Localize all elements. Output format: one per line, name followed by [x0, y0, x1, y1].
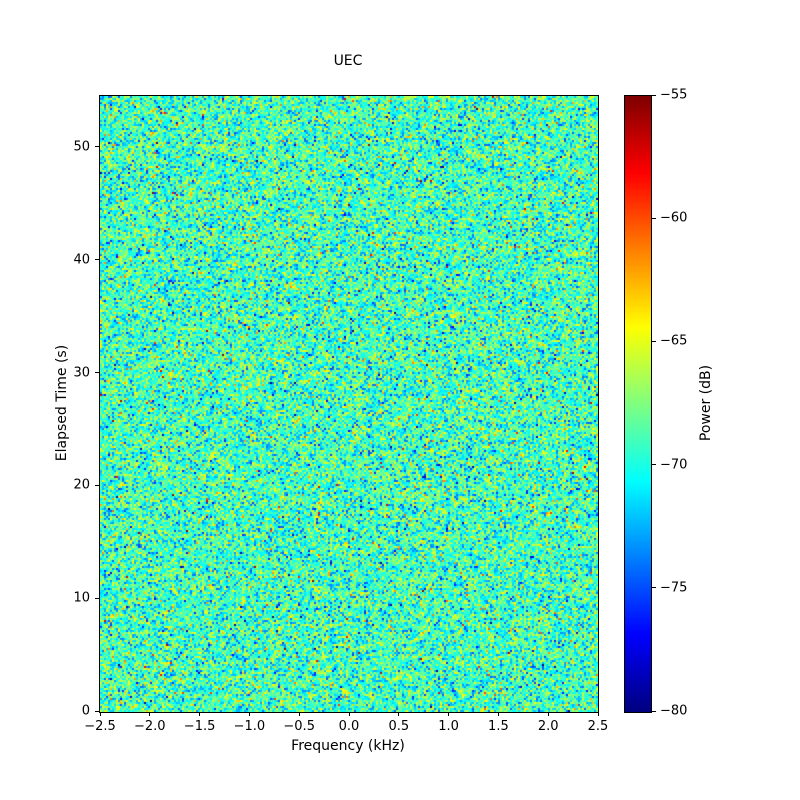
y-tick-label: 50 [73, 139, 90, 155]
colorbar-tick-mark [652, 217, 656, 219]
y-axis-label: Elapsed Time (s) [54, 344, 70, 462]
colorbar-tick-label: −60 [660, 210, 688, 226]
x-tick-mark [199, 712, 201, 716]
x-tick-label: 0.0 [338, 719, 360, 734]
colorbar-tick-label: −70 [660, 457, 688, 473]
y-tick-label: 0 [81, 703, 90, 719]
y-tick-mark [95, 710, 99, 712]
colorbar-tick-label: −80 [660, 703, 688, 719]
colorbar-tick-mark [652, 587, 656, 589]
y-tick-label: 30 [73, 365, 90, 381]
x-tick-mark [298, 712, 300, 716]
plot-area [99, 95, 599, 713]
colorbar-tick-label: −55 [660, 87, 688, 103]
x-tick-label: −2.0 [134, 719, 166, 734]
colorbar-tick-mark [652, 94, 656, 96]
x-tick-mark [448, 712, 450, 716]
y-tick-mark [95, 146, 99, 148]
x-tick-mark [497, 712, 499, 716]
colorbar-canvas [625, 96, 651, 712]
spectrogram-canvas [100, 96, 598, 712]
x-tick-label: −2.5 [84, 719, 116, 734]
colorbar-tick-mark [652, 340, 656, 342]
x-tick-mark [597, 712, 599, 716]
x-tick-label: −1.5 [183, 719, 216, 734]
x-tick-mark [149, 712, 151, 716]
y-tick-label: 20 [73, 477, 90, 493]
x-axis-label: Frequency (kHz) [291, 738, 405, 754]
y-tick-mark [95, 597, 99, 599]
x-tick-mark [248, 712, 250, 716]
y-tick-label: 10 [73, 590, 90, 606]
x-tick-label: 2.5 [587, 719, 609, 734]
y-tick-label: 40 [73, 252, 90, 268]
x-tick-label: 1.5 [488, 719, 509, 734]
colorbar-label: Power (dB) [698, 364, 714, 442]
x-tick-mark [398, 712, 400, 716]
x-tick-label: 2.0 [537, 719, 559, 734]
colorbar-tick-label: −65 [660, 333, 688, 349]
colorbar-tick-mark [652, 710, 656, 712]
x-axis-ticks: −2.5 −2.0 −1.5 −1.0 −0.5 0.0 0.5 1.0 1.5 2.0 2.5 [84, 712, 608, 738]
y-axis-ticks: 0 10 20 30 40 50 [0, 95, 99, 719]
x-tick-mark [99, 712, 101, 716]
x-tick-mark [547, 712, 549, 716]
colorbar-tick-label: −75 [660, 580, 688, 596]
y-tick-mark [95, 259, 99, 261]
colorbar-ticks: −55 −60 −65 −70 −75 −80 [652, 88, 712, 719]
colorbar [624, 95, 652, 713]
y-tick-mark [95, 484, 99, 486]
plot-title: UEC [333, 53, 363, 69]
x-tick-label: −1.0 [233, 719, 266, 734]
x-tick-mark [348, 712, 350, 716]
x-tick-label: −0.5 [283, 719, 315, 734]
y-tick-mark [95, 372, 99, 374]
x-tick-label: 0.5 [388, 719, 410, 734]
x-tick-label: 1.0 [438, 719, 459, 734]
colorbar-tick-mark [652, 464, 656, 466]
